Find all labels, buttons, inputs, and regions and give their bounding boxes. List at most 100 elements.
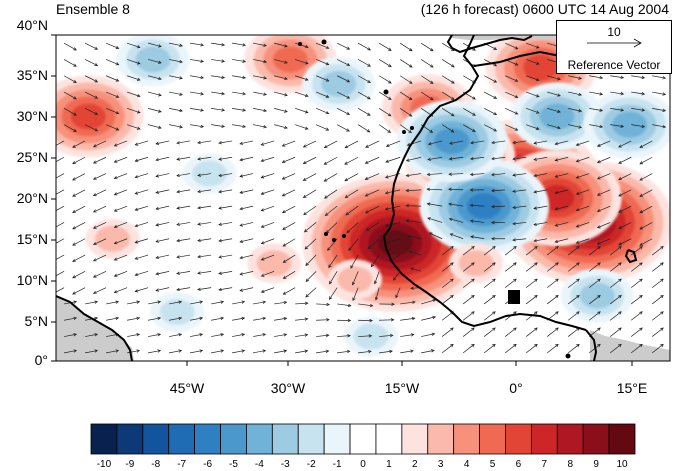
anomaly-blob bbox=[344, 316, 399, 357]
anomaly-contour bbox=[95, 225, 131, 252]
wind-arrow bbox=[282, 222, 296, 230]
colorbar-tick-label: 3 bbox=[437, 459, 444, 470]
wind-arrow bbox=[316, 124, 330, 131]
wind-arrow bbox=[56, 189, 65, 195]
wind-arrow bbox=[211, 59, 226, 63]
wind-arrow bbox=[316, 108, 330, 115]
colorbar-tick-label: 8 bbox=[567, 459, 574, 470]
wind-arrow bbox=[295, 75, 309, 81]
wind-arrow bbox=[364, 173, 380, 180]
wind-arrow bbox=[176, 156, 191, 161]
wind-arrow bbox=[56, 140, 65, 146]
wind-arrow bbox=[399, 59, 413, 68]
wind-arrow bbox=[512, 221, 527, 226]
coast-gulf-of-guinea bbox=[585, 329, 598, 361]
wind-arrow bbox=[239, 254, 254, 260]
wind-arrow bbox=[274, 124, 288, 130]
wind-arrow bbox=[324, 189, 338, 199]
land-gulf-of-guinea-coast bbox=[590, 330, 670, 361]
anomaly-blob bbox=[302, 56, 376, 111]
wind-arrow bbox=[253, 300, 267, 305]
wind-arrow bbox=[512, 173, 527, 177]
wind-arrow bbox=[426, 172, 443, 177]
lat-label-40n: 40°N bbox=[16, 17, 48, 33]
land-south-america bbox=[56, 296, 134, 361]
wind-arrow bbox=[420, 91, 434, 101]
wind-arrow bbox=[639, 238, 653, 246]
wind-arrow bbox=[127, 316, 141, 321]
wind-arrow bbox=[274, 333, 288, 337]
wind-arrow bbox=[568, 91, 583, 97]
wind-arrow bbox=[134, 238, 149, 244]
wind-arrow bbox=[197, 140, 212, 145]
wind-arrow bbox=[92, 238, 107, 245]
wind-arrow bbox=[176, 222, 191, 226]
wind-arrow bbox=[631, 75, 646, 80]
colorbar-swatch bbox=[116, 423, 144, 455]
wind-arrow bbox=[316, 302, 330, 307]
anomaly-contour bbox=[256, 250, 292, 277]
wind-arrow bbox=[281, 205, 296, 213]
wind-arrow bbox=[525, 294, 538, 305]
wind-arrow bbox=[232, 333, 246, 337]
wind-arrow bbox=[190, 108, 205, 112]
wind-arrow bbox=[358, 303, 374, 308]
wind-arrow bbox=[105, 124, 120, 131]
wind-arrow bbox=[610, 327, 622, 337]
wind-arrow bbox=[631, 262, 643, 272]
wind-arrow bbox=[72, 189, 86, 197]
wind-arrow bbox=[610, 124, 625, 128]
lon-label-15w: 15°W bbox=[384, 380, 420, 396]
wind-arrow bbox=[126, 42, 141, 49]
anomaly-contour bbox=[272, 46, 308, 73]
colorbar-swatch bbox=[90, 423, 118, 455]
wind-arrow bbox=[483, 311, 496, 321]
lake-chad-outline bbox=[624, 249, 638, 264]
wind-arrow bbox=[211, 75, 226, 80]
wind-arrow bbox=[155, 254, 170, 260]
wind-arrow bbox=[92, 287, 107, 294]
wind-arrow bbox=[218, 173, 233, 178]
reference-vector-box: 10 Reference Vector bbox=[556, 20, 672, 74]
wind-arrow bbox=[232, 300, 246, 305]
colorbar-swatch bbox=[479, 423, 506, 455]
wind-arrow bbox=[84, 91, 99, 99]
wind-arrow bbox=[533, 222, 548, 226]
wind-arrow bbox=[155, 271, 170, 276]
wind-arrow bbox=[260, 189, 275, 195]
wind-arrow bbox=[72, 156, 86, 165]
wind-arrow bbox=[113, 254, 128, 261]
wind-arrow bbox=[448, 156, 464, 161]
wind-arrow bbox=[589, 108, 604, 112]
wind-arrow bbox=[323, 173, 338, 182]
colorbar-swatch bbox=[375, 423, 403, 455]
colorbar-tick-label: 2 bbox=[412, 459, 418, 470]
wind-arrow bbox=[197, 156, 212, 161]
wind-arrow bbox=[127, 300, 141, 305]
wind-arrow bbox=[525, 246, 538, 256]
wind-arrow bbox=[405, 188, 422, 193]
wind-arrow bbox=[134, 254, 149, 260]
coast-africa-west bbox=[382, 35, 587, 331]
wind-arrow bbox=[239, 238, 254, 243]
wind-arrow bbox=[316, 318, 330, 322]
wind-arrow bbox=[169, 108, 183, 113]
colorbar-tick-label: -8 bbox=[151, 459, 161, 470]
wind-arrow bbox=[420, 59, 434, 68]
wind-arrow bbox=[176, 238, 191, 243]
wind-arrow bbox=[295, 349, 309, 354]
wind-arrow bbox=[56, 238, 65, 244]
colorbar-swatch bbox=[142, 423, 170, 455]
wind-arrow bbox=[282, 271, 296, 279]
wind-arrow bbox=[526, 75, 540, 82]
wind-arrow bbox=[367, 238, 380, 250]
wind-arrow bbox=[652, 311, 664, 321]
wind-arrow bbox=[56, 287, 65, 293]
wind-arrow bbox=[92, 173, 107, 180]
wind-arrow bbox=[385, 156, 401, 163]
wind-arrow bbox=[92, 205, 107, 213]
wind-arrow bbox=[448, 217, 464, 223]
wind-arrow bbox=[134, 222, 149, 228]
island-canary-a bbox=[402, 130, 406, 134]
wind-arrow bbox=[462, 278, 475, 288]
